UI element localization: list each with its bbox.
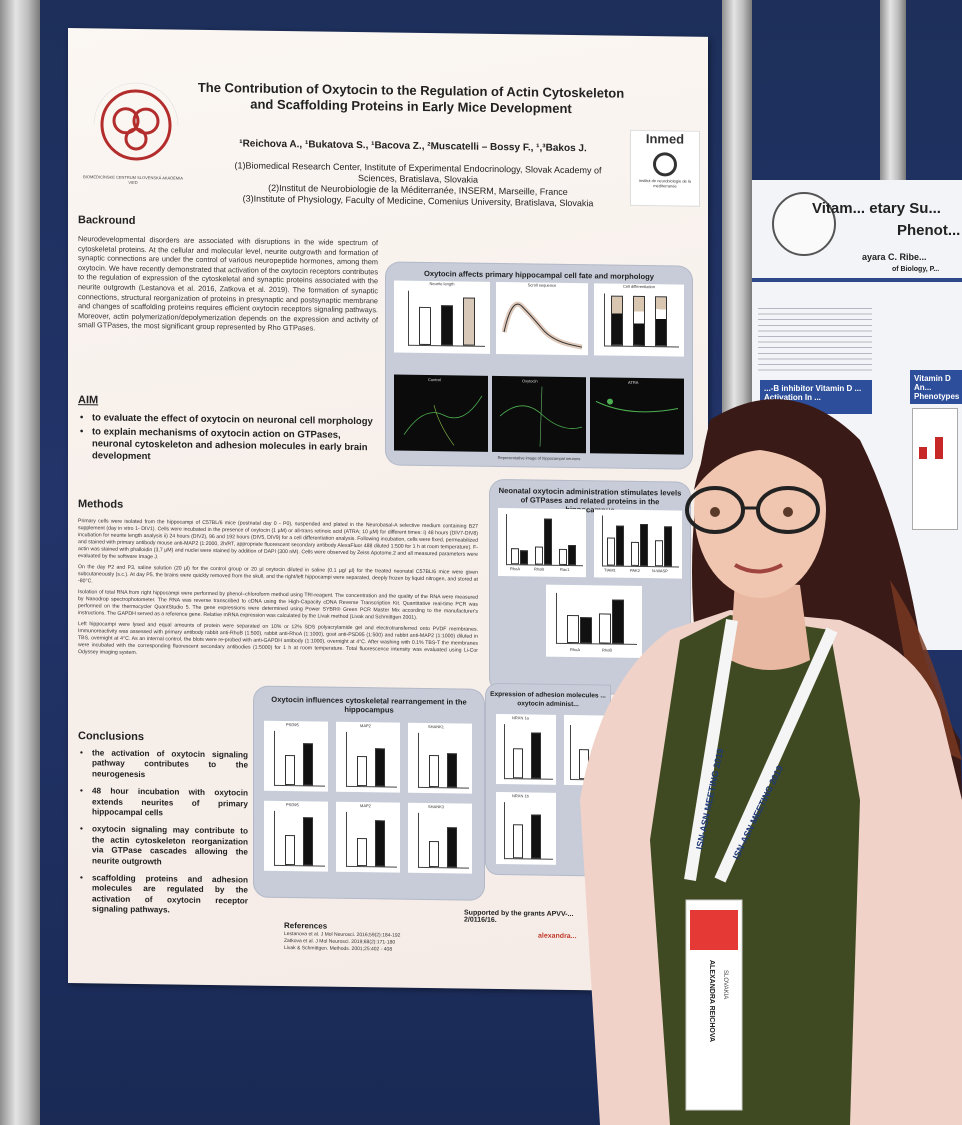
- map2-chart-2: MAP2: [336, 801, 400, 873]
- presenter-person: ISN-ASN MEETING 2019 ISN-ASN MEETING 201…: [580, 399, 962, 1125]
- shank3-chart: SHANK3: [408, 802, 472, 874]
- micrograph-control: Control: [394, 374, 488, 452]
- conclusion-item: the activation of oxytocin signaling pat…: [78, 748, 248, 782]
- neighbor-poster-title: Vitam... etary Su...: [812, 200, 941, 217]
- poster-authors: ¹Reichova A., ¹Bukatova S., ¹Bacova Z., …: [239, 138, 587, 155]
- scroll-sequence-chart-title: Scroll sequence: [527, 282, 557, 288]
- poster-title: The Contribution of Oxytocin to the Regu…: [197, 79, 625, 117]
- neighbor-poster-body-text: [758, 308, 872, 372]
- micrograph-atra: ATRA: [590, 377, 684, 455]
- inmed-sublabel: institut de neurobiologie de la méditerr…: [638, 177, 692, 189]
- stacked-bar: [655, 296, 667, 347]
- lanyard-left: [684, 619, 738, 881]
- main-poster: BIOMEDICÍNSKE CENTRUM SLOVENSKÁ AKADÉMIA…: [68, 28, 708, 992]
- scroll-sequence-chart: Scroll sequence: [496, 281, 588, 356]
- badge-country: SLOVAKIA: [722, 970, 728, 999]
- biomedical-center-logo: [93, 82, 179, 161]
- conclusion-item: 48 hour incubation with oxytocin extends…: [78, 786, 248, 820]
- chart-bar: [441, 305, 453, 346]
- psd95-chart: PSD95: [264, 720, 328, 792]
- cell-differentiation-chart-title: Cell differentiation: [623, 283, 655, 290]
- chart-bar: [419, 306, 431, 346]
- nrxn1b-chart: NRXN 1b: [496, 791, 556, 865]
- stacked-bar: [633, 295, 645, 347]
- badge-name: ALEXANDRA REICHOVA: [708, 960, 715, 1042]
- inmed-emblem-icon: [653, 152, 677, 177]
- background-text: Neurodevelopmental disorders are associa…: [78, 234, 379, 333]
- shirt: [650, 615, 860, 1125]
- aim-heading: AIM: [78, 394, 99, 407]
- inmed-label: Inmed: [645, 131, 685, 147]
- background-heading: Backround: [78, 214, 136, 227]
- neuron-image: [403, 395, 483, 446]
- micrograph-oxytocin: Oxytocin: [492, 375, 586, 454]
- chart-bar: [463, 297, 475, 346]
- grant-support-text: Supported by the grants APVV-... 2/0116/…: [464, 909, 574, 924]
- neighbor-poster-title-line2: Phenot...: [897, 222, 961, 239]
- poster-affiliations: (1)Biomedical Research Center, Institute…: [234, 160, 602, 209]
- neurite-length-chart: Neurite length: [394, 280, 490, 354]
- cytoskeletal-figure-panel: Oxytocin influences cytoskeletal rearran…: [254, 686, 484, 900]
- shank1-chart: SHANK1: [408, 722, 472, 794]
- methods-text: Primary cells were isolated from the hip…: [78, 518, 478, 656]
- smile: [734, 563, 783, 574]
- psd95-chart-2: PSD95: [264, 800, 328, 872]
- conclusion-item: scaffolding proteins and adhesion molecu…: [78, 873, 248, 917]
- stacked-bar: [611, 295, 623, 346]
- neuron-image: [595, 398, 679, 413]
- references-heading: References: [284, 921, 328, 931]
- cell-differentiation-chart: Cell differentiation: [594, 283, 684, 357]
- morphology-figure-title: Oxytocin affects primary hippocampal cel…: [424, 268, 654, 282]
- neighbor-poster-affiliation: of Biology, P...: [892, 266, 940, 273]
- conclusions-list: the activation of oxytocin signaling pat…: [78, 748, 248, 924]
- references-list: Lestanova et al. J Mol Neurosci. 2016;59…: [284, 931, 401, 953]
- map2-chart: MAP2: [336, 721, 400, 793]
- conclusion-item: oxytocin signaling may contribute to the…: [78, 825, 248, 869]
- logo-text: BIOMEDICÍNSKE CENTRUM SLOVENSKÁ AKADÉMIA…: [83, 174, 183, 185]
- morphology-figure-panel: Oxytocin affects primary hippocampal cel…: [386, 262, 692, 469]
- neighbor-poster-chart: [912, 408, 958, 530]
- neighbor-poster-section-box-2: Vitamin D An... Phenotypes: [910, 370, 962, 404]
- conclusions-heading: Conclusions: [78, 730, 145, 744]
- neuron-image: [499, 386, 583, 447]
- neurite-length-chart-title: Neurite length: [429, 281, 455, 287]
- neighbor-poster-authors: ayara C. Ribe...: [862, 252, 927, 262]
- sholl-curve: [502, 301, 583, 350]
- neighbor-poster-divider: [752, 278, 962, 282]
- glasses-icon: [685, 486, 820, 534]
- cytoskeletal-figure-title: Oxytocin influences cytoskeletal rearran…: [271, 694, 467, 715]
- left-metal-pole: [0, 0, 40, 1125]
- nrxn1a-chart: NRXN 1a: [496, 713, 556, 785]
- lanyard-right: [714, 627, 838, 883]
- aim-item: to explain mechanisms of oxytocin action…: [78, 426, 378, 466]
- university-seal-icon: [772, 192, 836, 256]
- methods-heading: Methods: [78, 498, 124, 511]
- inmed-logo: Inmed institut de neurobiologie de la mé…: [630, 129, 700, 207]
- aim-list: to evaluate the effect of oxytocin on ne…: [78, 412, 378, 468]
